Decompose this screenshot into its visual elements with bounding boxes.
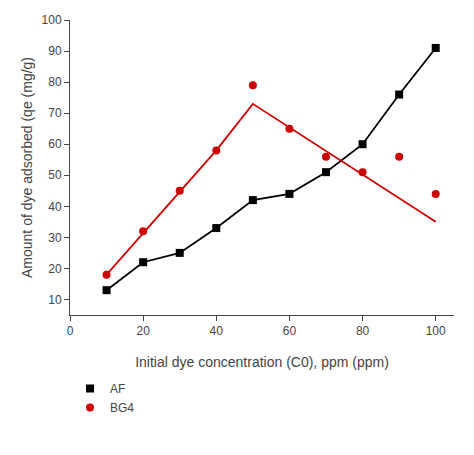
- svg-text:50: 50: [48, 168, 62, 182]
- svg-text:70: 70: [48, 106, 62, 120]
- svg-text:80: 80: [48, 75, 62, 89]
- svg-text:0: 0: [67, 324, 74, 338]
- svg-text:40: 40: [210, 324, 224, 338]
- svg-text:60: 60: [48, 137, 62, 151]
- svg-text:10: 10: [48, 293, 62, 307]
- svg-text:30: 30: [48, 231, 62, 245]
- svg-text:90: 90: [48, 44, 62, 58]
- svg-text:80: 80: [356, 324, 370, 338]
- svg-text:Initial dye concentration (C0): Initial dye concentration (C0), ppm (ppm…: [135, 354, 389, 370]
- svg-text:100: 100: [426, 324, 446, 338]
- svg-text:20: 20: [48, 262, 62, 276]
- svg-text:40: 40: [48, 200, 62, 214]
- svg-text:BG4: BG4: [110, 401, 134, 415]
- svg-text:60: 60: [283, 324, 297, 338]
- svg-text:100: 100: [42, 13, 62, 27]
- svg-text:20: 20: [136, 324, 150, 338]
- svg-text:AF: AF: [110, 382, 125, 396]
- svg-text:Amount of dye adsorbed (qe (mg: Amount of dye adsorbed (qe (mg/g): [19, 57, 35, 278]
